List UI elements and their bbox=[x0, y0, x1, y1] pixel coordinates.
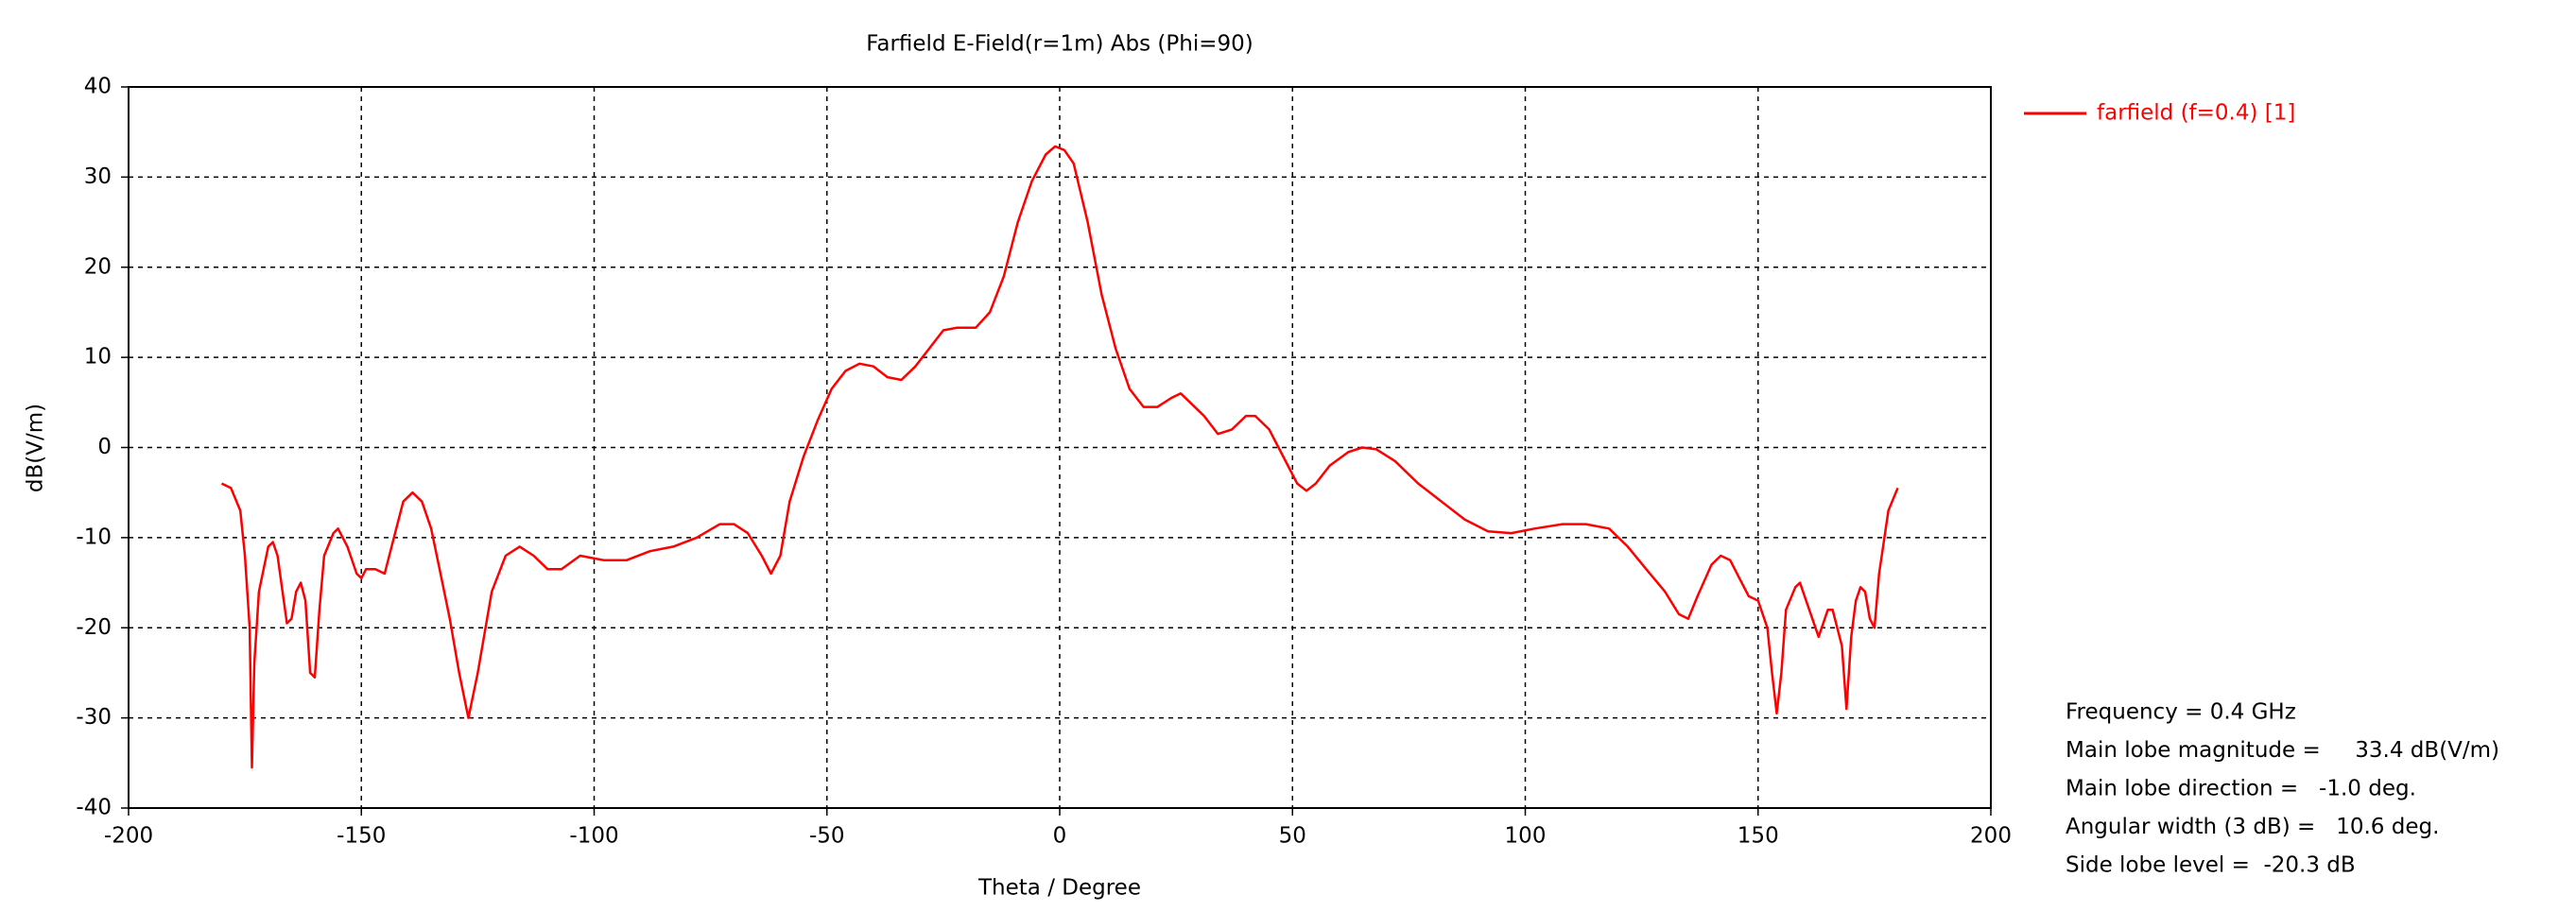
info-text: Angular width (3 dB) = 10.6 deg. bbox=[2066, 815, 2439, 839]
y-tick-label: -10 bbox=[76, 525, 112, 549]
info-text: Main lobe magnitude = 33.4 dB(V/m) bbox=[2066, 738, 2499, 763]
x-tick-label: 50 bbox=[1279, 824, 1306, 849]
x-axis-label: Theta / Degree bbox=[977, 876, 1141, 901]
x-tick-label: 200 bbox=[1970, 824, 2012, 849]
info-text: Side lobe level = -20.3 dB bbox=[2066, 853, 2356, 878]
x-tick-label: -100 bbox=[569, 824, 618, 849]
y-tick-label: 0 bbox=[97, 435, 112, 459]
y-axis-label: dB(V/m) bbox=[24, 404, 48, 492]
info-text: Main lobe direction = -1.0 deg. bbox=[2066, 777, 2416, 801]
chart-title: Farfield E-Field(r=1m) Abs (Phi=90) bbox=[866, 32, 1253, 57]
x-tick-label: -200 bbox=[104, 824, 153, 849]
x-tick-label: -150 bbox=[337, 824, 386, 849]
y-tick-label: 40 bbox=[84, 75, 112, 99]
x-tick-label: -50 bbox=[809, 824, 845, 849]
plot-frame bbox=[128, 86, 1992, 809]
data-line bbox=[220, 145, 1899, 769]
y-tick-label: 10 bbox=[84, 345, 112, 370]
x-tick-label: 150 bbox=[1738, 824, 1779, 849]
y-tick-label: 20 bbox=[84, 254, 112, 279]
legend-label: farfield (f=0.4) [1] bbox=[2097, 101, 2295, 126]
info-text: Frequency = 0.4 GHz bbox=[2066, 700, 2296, 725]
x-tick-label: 0 bbox=[1053, 824, 1067, 849]
y-tick-label: -40 bbox=[76, 796, 112, 820]
y-tick-label: -30 bbox=[76, 705, 112, 730]
y-tick-label: -20 bbox=[76, 615, 112, 640]
y-tick-label: 30 bbox=[84, 164, 112, 189]
x-tick-label: 100 bbox=[1505, 824, 1547, 849]
